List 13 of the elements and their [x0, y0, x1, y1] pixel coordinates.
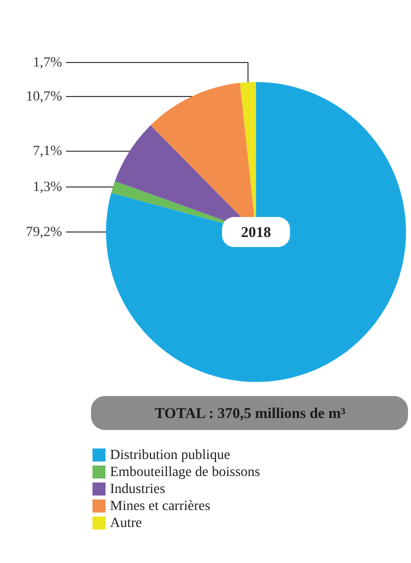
text: TOTAL : 370,5 millions de m³ — [154, 406, 346, 422]
data-label: 1,3% — [32, 180, 62, 195]
legend-label: Mines et carrières — [110, 499, 210, 514]
data-label: 1,7% — [32, 55, 62, 70]
legend-label: Autre — [110, 516, 142, 531]
pie-slice — [106, 82, 406, 382]
legend-label: Distribution publique — [110, 448, 230, 463]
data-label: 79,2% — [26, 225, 62, 240]
text: 2018 — [241, 225, 271, 241]
data-label: 10,7% — [26, 89, 62, 104]
legend-label: Embouteillage de boissons — [110, 465, 260, 480]
data-label: 7,1% — [32, 144, 62, 160]
legend-label: Industries — [110, 482, 166, 497]
